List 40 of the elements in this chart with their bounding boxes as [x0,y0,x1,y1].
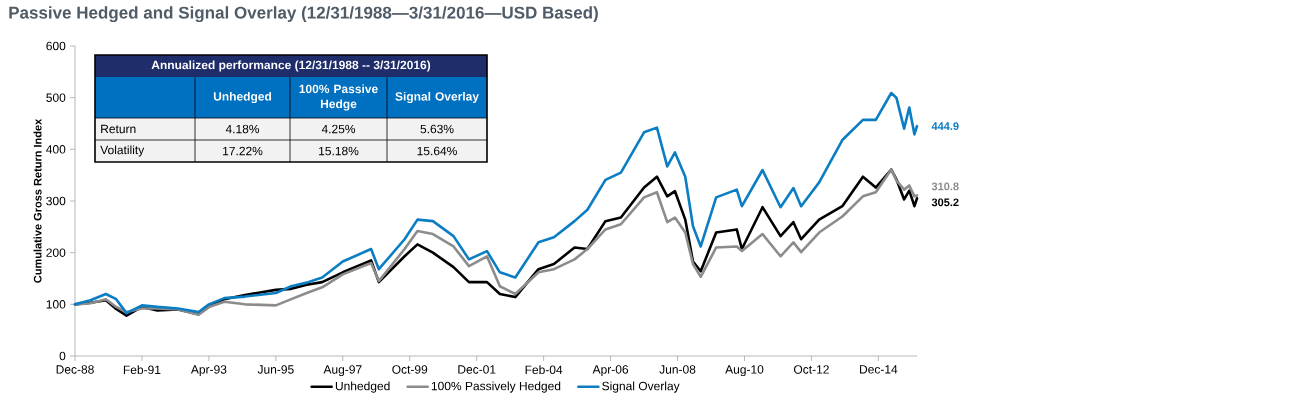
x-tick-label: Oct-12 [793,365,829,374]
y-tick-label: 100 [46,300,66,309]
annotation: Return [101,124,136,134]
annotation: 4.25% [321,124,356,134]
y-tick-label: 500 [46,93,66,102]
y-tick-label: 0 [59,351,66,361]
y-axis-title: Cumulative Gross Return Index [33,118,42,283]
x-tick-label: Apr-93 [190,365,227,377]
x-tick-label: Oct-99 [392,365,428,374]
annotation: 17.22% [223,146,263,156]
y-tick-label: 400 [46,145,66,154]
legend-label: Unhedged [335,381,390,393]
x-tick-label: Feb-04 [525,365,563,375]
annotation: 15.64% [417,146,457,156]
y-tick-label: 300 [46,196,66,206]
x-tick-label: Jun-08 [659,365,696,374]
x-tick-label: Dec-01 [458,365,496,374]
y-tick-label: 600 [46,41,66,51]
annotation: Annualized performance (12/31/1988 -- 3/31/2016) [151,60,431,72]
annotation: Volatility [100,145,145,157]
x-tick-label: Dec-88 [56,365,94,374]
x-tick-label: Aug-10 [725,365,764,377]
x-tick-label: Feb-91 [123,365,161,375]
data-label: 310.8 [931,182,959,191]
x-tick-label: Jun-95 [257,365,294,374]
x-tick-label: Aug-97 [323,365,362,377]
x-tick-label: Apr-06 [592,365,629,377]
annotation: Signal Overlay [395,91,479,104]
legend-label: 100% Passively Hedged [431,381,561,393]
y-tick-label: 200 [46,248,66,257]
data-label: 305.2 [931,198,959,207]
annotation: Unhedged [213,91,272,104]
x-tick-label: Dec-14 [860,365,898,374]
annotation: 4.18% [225,124,260,134]
annotation: 100% Passive Hedge [299,84,378,111]
legend-label: Signal Overlay [602,381,680,393]
data-label: 444.9 [931,122,959,131]
chart-title: Passive Hedged and Signal Overlay (12/31/1988—3/31/2016—USD Based) [9,6,598,23]
annotation: 15.18% [319,146,359,156]
annotation: 5.63% [420,124,454,134]
